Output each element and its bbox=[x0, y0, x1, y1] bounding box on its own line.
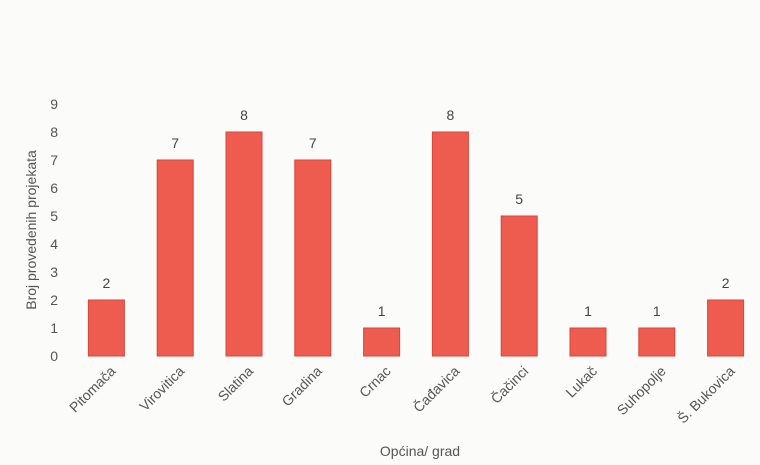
y-tick-label: 4 bbox=[50, 236, 58, 252]
bar bbox=[88, 300, 124, 356]
y-tick-labels: 0 1 2 3 4 5 6 7 8 9 bbox=[50, 96, 58, 364]
x-tick-label: Čađavica bbox=[410, 363, 463, 416]
x-tick-label: Čačinci bbox=[488, 363, 532, 407]
y-tick-label: 5 bbox=[50, 208, 58, 224]
bar bbox=[226, 132, 262, 356]
bar bbox=[157, 160, 193, 356]
x-tick-labels: Pitomača Virovitica Slatina Gradina Crnac Čađ… bbox=[66, 363, 738, 427]
data-label: 7 bbox=[309, 135, 317, 151]
bar bbox=[432, 132, 468, 356]
y-tick-label: 1 bbox=[50, 320, 58, 336]
y-tick-label: 3 bbox=[50, 264, 58, 280]
x-tick-label: Suhopolje bbox=[614, 363, 670, 419]
x-tick-label: Crnac bbox=[356, 363, 394, 401]
x-tick-label: Slatina bbox=[215, 363, 257, 405]
data-label: 2 bbox=[103, 275, 111, 291]
y-axis-title: Broj provedenih projekata bbox=[23, 150, 39, 310]
data-label: 2 bbox=[722, 275, 730, 291]
bar bbox=[708, 300, 744, 356]
x-tick-label: Pitomača bbox=[66, 363, 119, 416]
data-label: 1 bbox=[653, 303, 661, 319]
bar bbox=[501, 216, 537, 356]
data-label: 1 bbox=[378, 303, 386, 319]
data-label: 8 bbox=[240, 107, 248, 123]
y-tick-label: 7 bbox=[50, 152, 58, 168]
x-tick-label: Š. Bukovica bbox=[674, 363, 738, 427]
y-tick-label: 0 bbox=[50, 348, 58, 364]
data-label: 5 bbox=[515, 191, 523, 207]
bar bbox=[364, 328, 400, 356]
x-axis-title: Općina/ grad bbox=[380, 443, 460, 459]
y-tick-label: 6 bbox=[50, 180, 58, 196]
bar bbox=[570, 328, 606, 356]
data-label: 1 bbox=[584, 303, 592, 319]
data-labels: 2 7 8 7 1 8 5 1 1 2 bbox=[103, 107, 730, 319]
y-tick-label: 2 bbox=[50, 292, 58, 308]
y-axis-title-group: Broj provedenih projekata bbox=[23, 150, 39, 310]
x-tick-label: Virovitica bbox=[136, 363, 187, 414]
bar bbox=[295, 160, 331, 356]
x-tick-label: Lukač bbox=[562, 363, 600, 401]
bar bbox=[639, 328, 675, 356]
x-tick-label: Gradina bbox=[278, 363, 325, 410]
bars bbox=[88, 132, 743, 356]
data-label: 8 bbox=[447, 107, 455, 123]
y-tick-label: 8 bbox=[50, 124, 58, 140]
y-tick-label: 9 bbox=[50, 96, 58, 112]
data-label: 7 bbox=[171, 135, 179, 151]
